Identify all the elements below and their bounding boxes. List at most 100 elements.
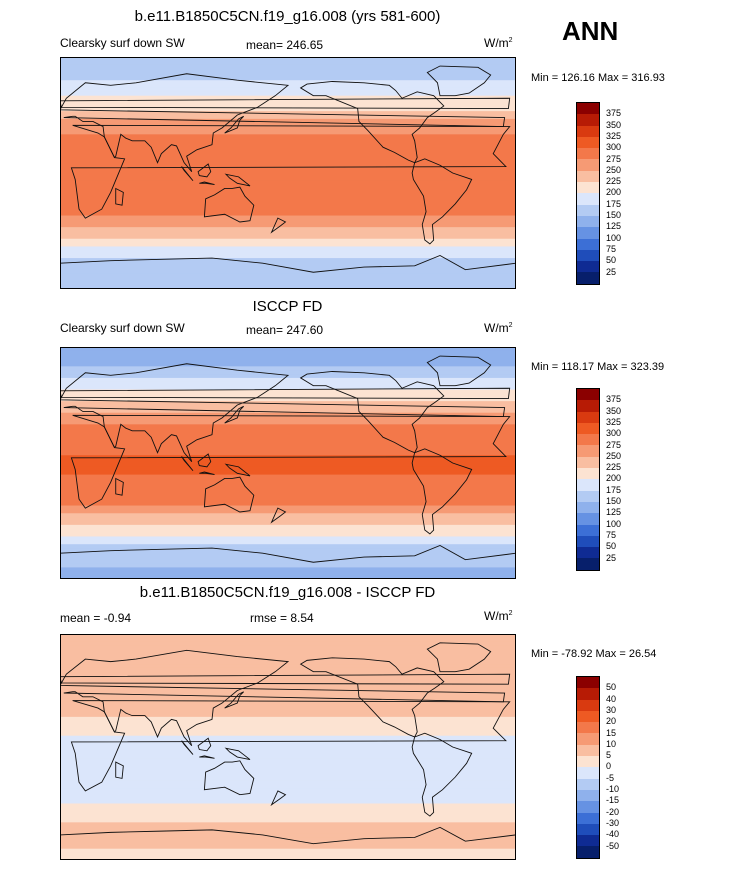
panel-2-title: ISCCP FD <box>252 298 323 315</box>
map-band <box>60 169 516 174</box>
map-band <box>60 501 516 507</box>
coastline <box>199 181 215 186</box>
colorbar-swatch <box>577 823 599 836</box>
colorbar-tick-label: 100 <box>606 232 622 243</box>
map-band <box>60 713 516 718</box>
map-band <box>60 223 516 228</box>
panel-1-minmax: Min = 126.16 Max = 316.93 <box>531 72 665 84</box>
colorbar-swatch <box>577 846 599 858</box>
map-band <box>60 637 516 643</box>
map-band <box>60 157 516 162</box>
colorbar-tick-label: 225 <box>606 176 622 187</box>
colorbar-swatch <box>577 182 599 194</box>
map-band <box>60 505 516 510</box>
colorbar-tick-label: 15 <box>606 727 617 738</box>
coastline <box>197 163 212 178</box>
map-band <box>60 532 516 538</box>
coastline <box>224 115 244 134</box>
map-band <box>60 261 516 267</box>
panel-2-mean-label: mean= 247.60 <box>246 323 324 337</box>
map-band <box>60 705 516 710</box>
map-band <box>60 758 516 763</box>
colorbar-swatch <box>577 835 599 847</box>
panel-3-mean-label: mean = -0.94 <box>60 611 132 625</box>
map-band <box>60 184 516 190</box>
coastline <box>60 97 511 110</box>
map-band <box>60 412 516 418</box>
colorbar-swatch <box>577 422 599 435</box>
colorbar-swatch <box>577 272 599 284</box>
map-band <box>60 521 516 526</box>
map-band <box>60 833 516 838</box>
map-band <box>60 731 516 737</box>
map-band <box>60 269 516 275</box>
colorbar-swatch <box>577 767 599 779</box>
coastline <box>115 187 124 206</box>
colorbar-swatch <box>577 434 599 446</box>
map-band <box>60 87 516 93</box>
map-band <box>60 720 516 725</box>
map-band <box>60 540 516 545</box>
map-band <box>60 575 516 579</box>
map-band <box>60 103 516 108</box>
panel-3-minmax: Min = -78.92 Max = 26.54 <box>531 648 657 660</box>
colorbar-swatch <box>577 490 599 502</box>
map-band <box>60 416 516 422</box>
coastline <box>411 448 473 535</box>
map-band <box>60 385 516 391</box>
map-band <box>60 130 516 135</box>
colorbar-swatch <box>577 801 599 813</box>
coastline <box>60 254 516 289</box>
map-band <box>60 347 516 352</box>
coastline <box>224 747 251 760</box>
panel-3-units: W/m2 <box>484 609 513 623</box>
colorbar-swatch <box>577 677 599 689</box>
map-band <box>60 814 516 820</box>
panel-2-units: W/m2 <box>484 321 513 335</box>
coastline <box>270 790 287 807</box>
colorbar-swatch <box>577 733 599 745</box>
coastline <box>115 477 124 496</box>
map-band <box>60 701 516 707</box>
map-band <box>60 153 516 159</box>
map-band <box>60 656 516 661</box>
colorbar-swatch <box>577 411 599 423</box>
colorbar-swatch <box>577 699 599 711</box>
colorbar-swatch <box>577 204 599 216</box>
map-band <box>60 517 516 522</box>
coastline <box>224 173 251 187</box>
map-band <box>60 799 516 805</box>
map-band <box>60 180 516 186</box>
coastline <box>60 673 511 685</box>
map-band <box>60 273 516 278</box>
colorbar-swatch <box>577 103 599 115</box>
map-band <box>60 826 516 831</box>
map-band <box>60 138 516 143</box>
map-band <box>60 694 516 699</box>
map-band <box>60 765 516 771</box>
colorbar-tick-label: 250 <box>606 450 622 461</box>
coastline <box>203 476 255 513</box>
map-band <box>60 227 516 232</box>
colorbar-tick-label: 100 <box>606 518 622 529</box>
coastline <box>197 737 212 752</box>
coastline <box>299 371 445 454</box>
map-band <box>60 188 516 193</box>
map-band <box>60 72 516 77</box>
coastline <box>60 649 506 747</box>
map-band <box>60 497 516 503</box>
colorbar-tick-label: 275 <box>606 439 622 450</box>
colorbar-swatch <box>577 722 599 734</box>
map-band <box>60 807 516 812</box>
map-band <box>60 258 516 263</box>
map-band <box>60 362 516 367</box>
colorbar-tick-label: 325 <box>606 130 622 141</box>
colorbar-swatch <box>577 238 599 250</box>
map-band <box>60 215 516 220</box>
map-band <box>60 350 516 356</box>
map-band <box>60 405 516 410</box>
panel-3-map <box>60 634 516 860</box>
map-band <box>60 482 516 487</box>
coastline <box>70 124 511 219</box>
colorbar-swatch <box>577 558 599 570</box>
